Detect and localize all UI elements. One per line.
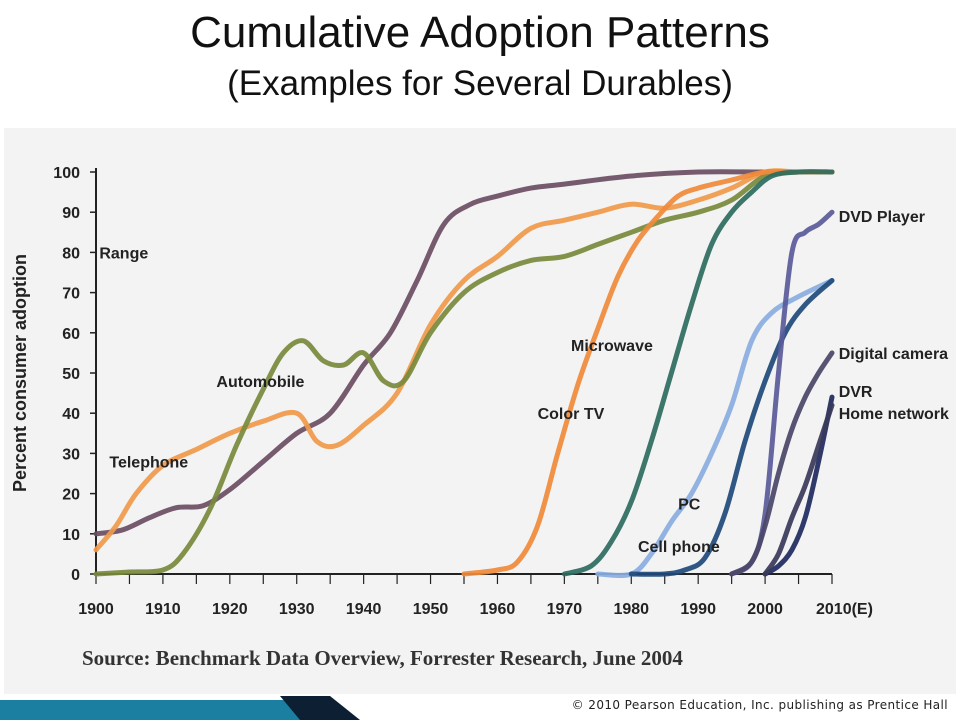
series-label-telephone: Telephone: [109, 454, 188, 471]
x-tick-label: 1980: [613, 601, 649, 618]
footer-teal-wedge: [0, 700, 330, 720]
x-tick-label: 1920: [212, 601, 248, 618]
series-line-automobile: [93, 169, 835, 577]
chart-figure: 0 10 20 30 40 50 60 70 80 90 100 1900 1910 1920 1930 19…: [4, 128, 956, 694]
y-tick-label: 80: [62, 245, 80, 262]
chart-series-labels: Range Telephone Automobile Color TV Microwav…: [99, 209, 949, 556]
series-label-microwave: Microwave: [571, 338, 653, 355]
y-tick-label: 40: [62, 406, 80, 423]
x-tick-label: 2000: [747, 601, 783, 618]
y-tick-label: 60: [62, 326, 80, 343]
series-label-pc: PC: [678, 497, 701, 514]
x-tick-label: 1950: [413, 601, 449, 618]
x-tick-label: 1970: [547, 601, 583, 618]
slide-subtitle: (Examples for Several Durables): [227, 64, 733, 103]
y-axis-label: Percent consumer adoption: [10, 254, 30, 492]
series-line-digital-camera: [729, 350, 835, 577]
x-tick-label: 2010(E): [816, 601, 873, 618]
series-label-automobile: Automobile: [216, 374, 304, 391]
series-line-home-network: [762, 402, 835, 577]
y-tick-label: 90: [62, 205, 80, 222]
x-tick-label: 1960: [480, 601, 516, 618]
y-tick-label: 50: [62, 366, 80, 383]
x-tick-label: 1990: [680, 601, 716, 618]
y-tick-label: 30: [62, 446, 80, 463]
series-label-dvr: DVR: [839, 384, 873, 401]
series-label-color-tv: Color TV: [538, 406, 605, 423]
chart-axes: 0 10 20 30 40 50 60 70 80 90 100 1900 1910 1920 1930 19…: [10, 165, 873, 618]
series-line-dvd-player: [729, 209, 835, 577]
y-tick-label: 20: [62, 487, 80, 504]
series-line-color-tv: [461, 168, 835, 577]
series-label-dvd-player: DVD Player: [839, 209, 925, 226]
slide-title: Cumulative Adoption Patterns: [190, 8, 770, 57]
series-line-pc: [595, 278, 835, 578]
y-tick-label: 70: [62, 286, 80, 303]
y-tick-label: 100: [53, 165, 80, 182]
decorative-footer-bar: [0, 696, 360, 720]
x-tick-label: 1910: [145, 601, 181, 618]
series-label-cell-phone: Cell phone: [638, 539, 720, 556]
series-line-telephone: [93, 168, 835, 553]
chart-series: [93, 168, 835, 578]
adoption-line-chart: 0 10 20 30 40 50 60 70 80 90 100 1900 1910 1920 1930 19…: [10, 165, 949, 618]
x-tick-label: 1900: [78, 601, 114, 618]
series-label-digital-camera: Digital camera: [839, 346, 948, 363]
footer-navy-wedge: [280, 696, 360, 720]
series-line-range: [93, 169, 835, 537]
series-line-microwave: [561, 169, 835, 577]
y-tick-label: 10: [62, 527, 80, 544]
source-note: Source: Benchmark Data Overview, Forrest…: [82, 646, 683, 670]
copyright-notice: © 2010 Pearson Education, Inc. publishin…: [571, 698, 948, 712]
series-label-home-network: Home network: [839, 406, 949, 423]
x-tick-label: 1930: [279, 601, 315, 618]
y-tick-label: 0: [71, 567, 80, 584]
series-line-cell-phone: [628, 278, 835, 577]
x-tick-label: 1940: [346, 601, 382, 618]
series-label-range: Range: [99, 245, 148, 262]
series-line-dvr: [762, 394, 835, 577]
